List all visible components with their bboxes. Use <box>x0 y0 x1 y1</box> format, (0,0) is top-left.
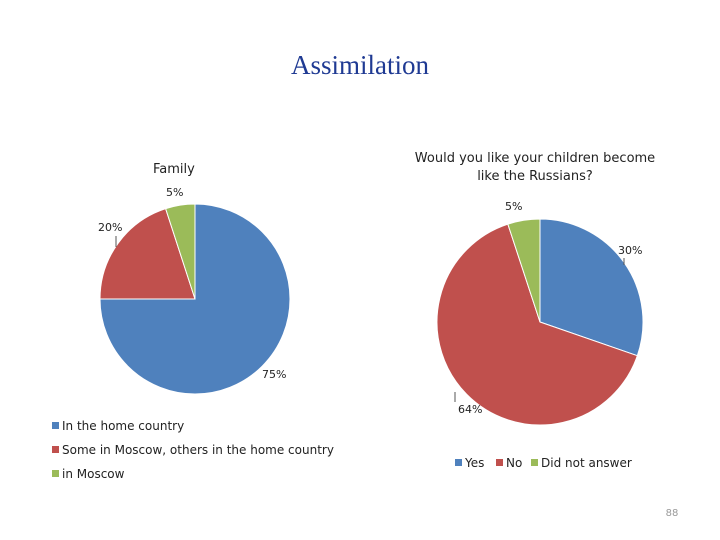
children-chart-title-line-2: like the Russians? <box>477 169 593 184</box>
slide-title: Assimilation <box>290 50 429 80</box>
children-slice-no <box>436 223 638 426</box>
children-data-label-did-not-answer: 5% <box>505 200 522 213</box>
family-data-label-in-moscow: 5% <box>166 186 183 199</box>
children-legend-label-did-not-answer: Did not answer <box>541 456 632 470</box>
children-legend-swatch-yes <box>455 459 462 466</box>
family-data-label-in-the-home-country: 75% <box>262 368 286 381</box>
family-slice-in-the-home-country <box>99 203 291 395</box>
children-legend-label-yes: Yes <box>464 456 484 470</box>
children-legend-swatch-no <box>496 459 503 466</box>
family-legend-label-in-moscow: in Moscow <box>62 467 125 481</box>
family-chart: Family 75% 20% 5% In the home country Some … <box>52 162 334 481</box>
children-legend-label-no: No <box>506 456 522 470</box>
children-slice-did-not-answer <box>507 218 541 323</box>
children-chart-title-line-1: Would you like your children become <box>415 151 655 166</box>
family-slice-some-in-moscow-others-in-the-home-country <box>99 208 196 300</box>
family-legend-swatch-in-moscow <box>52 470 59 477</box>
family-slice-in-moscow <box>165 203 196 300</box>
family-legend-label-some-in-moscow-others-in-the-home-country: Some in Moscow, others in the home count… <box>62 443 334 457</box>
family-legend: In the home country Some in Moscow, other… <box>52 419 334 481</box>
page-number: 88 <box>665 508 679 519</box>
children-chart: Would you like your children become like… <box>415 151 655 470</box>
children-legend-swatch-did-not-answer <box>531 459 538 466</box>
children-data-label-yes: 30% <box>618 244 642 257</box>
family-legend-swatch-some-in-moscow-others-in-the-home-country <box>52 446 59 453</box>
children-data-label-no: 64% <box>458 403 482 416</box>
family-chart-title: Family <box>153 162 195 177</box>
family-data-label-some-in-moscow-others-in-the-home-country: 20% <box>98 221 122 234</box>
family-legend-label-in-the-home-country: In the home country <box>62 419 184 433</box>
children-legend: Yes No Did not answer <box>455 456 632 470</box>
family-legend-swatch-in-the-home-country <box>52 422 59 429</box>
